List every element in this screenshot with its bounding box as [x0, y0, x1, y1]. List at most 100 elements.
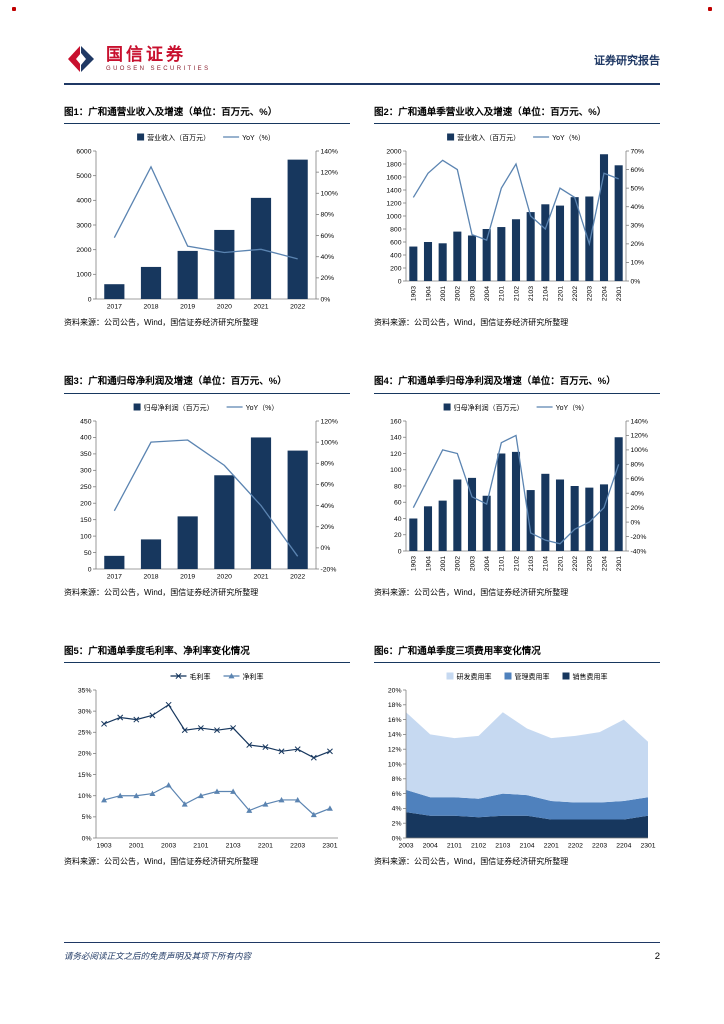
figure-3-source: 资料来源：公司公告，Wind，国信证券经济研究所整理 — [64, 587, 259, 597]
figure-1-title: 图1：广和通营业收入及增速（单位：百万元、%） — [64, 107, 350, 125]
figure-3-chart: 0 50 100 150 200 250 300 350 400 450 -20% 0% 20% 40% 6… — [80, 403, 338, 581]
svg-text:2000: 2000 — [386, 149, 401, 156]
svg-text:10%: 10% — [78, 793, 92, 800]
figure-6: 图6：广和通单季度三项费用率变化情况 0% 2% 4% 6% 8% 10% 12% 14% 16… — [374, 646, 660, 867]
footer-disclaimer: 请务必阅读正文之后的免责声明及其项下所有内容 — [64, 951, 252, 961]
svg-text:2001: 2001 — [440, 286, 447, 301]
svg-text:1903: 1903 — [411, 555, 418, 570]
svg-text:2021: 2021 — [253, 304, 268, 311]
svg-text:120%: 120% — [321, 418, 338, 425]
svg-text:800: 800 — [390, 227, 402, 234]
svg-text:120%: 120% — [631, 432, 648, 439]
brand-subtitle: GUOSEN SECURITIES — [106, 66, 211, 72]
svg-text:1200: 1200 — [386, 201, 401, 208]
svg-text:2202: 2202 — [568, 843, 583, 850]
svg-text:6000: 6000 — [76, 149, 91, 156]
svg-text:2002: 2002 — [455, 286, 462, 301]
svg-text:2204: 2204 — [616, 843, 631, 850]
svg-text:2021: 2021 — [253, 573, 268, 580]
svg-text:400: 400 — [80, 434, 92, 441]
svg-text:2022: 2022 — [290, 304, 305, 311]
svg-text:归母净利润（百万元）: 归母净利润（百万元） — [144, 403, 214, 412]
svg-text:200: 200 — [390, 266, 402, 273]
svg-text:2203: 2203 — [587, 555, 594, 570]
svg-text:2101: 2101 — [447, 843, 462, 850]
svg-text:400: 400 — [390, 253, 402, 260]
svg-text:2019: 2019 — [180, 573, 195, 580]
svg-text:1600: 1600 — [386, 175, 401, 182]
svg-text:30%: 30% — [631, 223, 645, 230]
svg-text:4000: 4000 — [76, 198, 91, 205]
print-mark-left — [12, 7, 16, 11]
figure-4-source: 资料来源：公司公告，Wind，国信证券经济研究所整理 — [374, 587, 569, 597]
figure-6-chart: 0% 2% 4% 6% 8% 10% 12% 14% 16% 18% 20% 2003 2004 2101… — [388, 672, 656, 850]
svg-text:1400: 1400 — [386, 188, 401, 195]
svg-text:YoY（%）: YoY（%） — [242, 134, 275, 142]
svg-text:1800: 1800 — [386, 162, 401, 169]
svg-text:30%: 30% — [78, 708, 92, 715]
svg-text:0%: 0% — [321, 545, 331, 552]
svg-text:60%: 60% — [321, 233, 335, 240]
svg-text:20%: 20% — [321, 276, 335, 283]
svg-text:0%: 0% — [631, 519, 641, 526]
print-mark-right — [708, 7, 712, 11]
svg-text:2017: 2017 — [107, 304, 122, 311]
svg-text:2103: 2103 — [226, 843, 241, 850]
figure-1-source: 资料来源：公司公告，Wind，国信证券经济研究所整理 — [64, 318, 259, 328]
svg-text:2301: 2301 — [616, 286, 623, 301]
svg-text:2018: 2018 — [143, 573, 158, 580]
svg-text:2001: 2001 — [129, 843, 144, 850]
svg-text:12%: 12% — [388, 747, 402, 754]
header-divider — [64, 83, 660, 85]
figure-5: 图5：广和通单季度毛利率、净利率变化情况 0% 5% 10% 15% 20% 25% 30%… — [64, 646, 350, 867]
svg-text:50%: 50% — [631, 186, 645, 193]
svg-text:100: 100 — [80, 533, 92, 540]
figure-4: 图4：广和通单季归母净利润及增速（单位：百万元、%） 0 20 40 60 80 100 1… — [374, 376, 660, 597]
figure-5-source: 资料来源：公司公告，Wind，国信证券经济研究所整理 — [64, 857, 259, 867]
svg-text:5%: 5% — [82, 814, 92, 821]
svg-text:2101: 2101 — [193, 843, 208, 850]
svg-text:2003: 2003 — [469, 555, 476, 570]
svg-text:归母净利润（百万元）: 归母净利润（百万元） — [454, 403, 524, 412]
svg-text:YoY（%）: YoY（%） — [552, 134, 585, 142]
svg-text:2019: 2019 — [180, 304, 195, 311]
svg-text:0%: 0% — [631, 279, 641, 286]
page-number: 2 — [654, 951, 660, 962]
figures-grid: 图1：广和通营业收入及增速（单位：百万元、%） 0 1000 2000 3000 400… — [64, 107, 660, 867]
svg-text:160: 160 — [390, 418, 402, 425]
svg-text:2204: 2204 — [601, 286, 608, 301]
report-header: 国信证券 GUOSEN SECURITIES 证券研究报告 — [64, 44, 660, 74]
svg-text:销售费用率: 销售费用率 — [573, 672, 608, 681]
svg-text:1904: 1904 — [425, 286, 432, 301]
svg-text:0: 0 — [88, 566, 92, 573]
svg-text:10%: 10% — [388, 761, 402, 768]
svg-text:0%: 0% — [321, 297, 331, 304]
svg-text:120: 120 — [390, 450, 402, 457]
svg-text:20: 20 — [394, 532, 402, 539]
svg-text:5000: 5000 — [76, 173, 91, 180]
svg-text:35%: 35% — [78, 687, 92, 694]
svg-text:2203: 2203 — [592, 843, 607, 850]
svg-text:50: 50 — [84, 550, 92, 557]
svg-text:1904: 1904 — [425, 555, 432, 570]
svg-text:2101: 2101 — [499, 555, 506, 570]
figure-2-source: 资料来源：公司公告，Wind，国信证券经济研究所整理 — [374, 318, 569, 328]
svg-text:80%: 80% — [321, 212, 335, 219]
svg-text:2202: 2202 — [572, 555, 579, 570]
svg-text:600: 600 — [390, 240, 402, 247]
svg-text:2104: 2104 — [543, 286, 550, 301]
svg-text:2204: 2204 — [601, 555, 608, 570]
svg-text:350: 350 — [80, 451, 92, 458]
svg-text:1903: 1903 — [97, 843, 112, 850]
svg-text:80%: 80% — [631, 461, 645, 468]
svg-text:2103: 2103 — [495, 843, 510, 850]
figure-2-chart: 0 200 400 600 800 1000 1200 1400 1600 1800 2000 0% 1… — [386, 133, 645, 301]
svg-text:80: 80 — [394, 483, 402, 490]
svg-text:2020: 2020 — [217, 304, 232, 311]
figure-1: 图1：广和通营业收入及增速（单位：百万元、%） 0 1000 2000 3000 400… — [64, 107, 350, 328]
svg-text:70%: 70% — [631, 149, 645, 156]
svg-text:0%: 0% — [82, 835, 92, 842]
svg-text:2004: 2004 — [484, 555, 491, 570]
svg-text:2301: 2301 — [640, 843, 655, 850]
svg-text:100%: 100% — [321, 191, 338, 198]
